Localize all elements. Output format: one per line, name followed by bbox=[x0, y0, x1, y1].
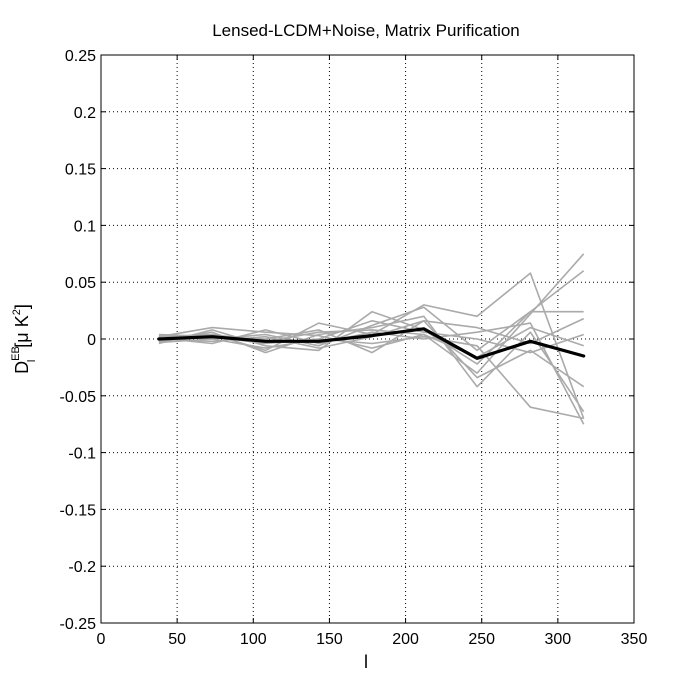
y-label-main: D bbox=[12, 361, 32, 374]
y-tick-label: -0.25 bbox=[60, 616, 97, 633]
y-tick-label: -0.1 bbox=[68, 446, 96, 463]
x-tick-label: 200 bbox=[392, 631, 419, 648]
chart-title: Lensed-LCDM+Noise, Matrix Purification bbox=[212, 21, 520, 40]
y-tick-label: 0.05 bbox=[65, 275, 96, 292]
axis-ticks bbox=[100, 54, 635, 624]
y-tick-label: 0.25 bbox=[65, 48, 96, 65]
x-axis-label: l bbox=[364, 652, 368, 672]
y-label-unit-open: [ bbox=[12, 343, 32, 348]
y-tick-label: -0.15 bbox=[60, 502, 97, 519]
x-tick-label: 0 bbox=[97, 631, 106, 648]
mean-line bbox=[157, 327, 586, 360]
y-tick-label: -0.2 bbox=[68, 559, 96, 576]
y-tick-label: 0.2 bbox=[74, 105, 96, 122]
x-tick-label: 50 bbox=[168, 631, 186, 648]
y-tick-label: -0.05 bbox=[60, 389, 97, 406]
y-tick-label: 0.1 bbox=[74, 218, 96, 235]
x-tick-label: 150 bbox=[316, 631, 343, 648]
x-tick-label: 100 bbox=[240, 631, 267, 648]
y-tick-labels: -0.25 -0.2 -0.15 -0.1 -0.05 0 0.05 0.1 0.15 0.2 0.… bbox=[60, 48, 97, 633]
y-label-unit-exponent: 2 bbox=[11, 309, 23, 315]
y-label-unit-close: ] bbox=[12, 304, 32, 309]
y-axis-label: DEB l [μ K2] bbox=[10, 304, 38, 374]
x-tick-labels: 0 50 100 150 200 250 300 350 bbox=[97, 631, 648, 648]
x-tick-label: 300 bbox=[545, 631, 572, 648]
y-tick-label: 0.15 bbox=[65, 162, 96, 179]
y-label-subscript: l bbox=[26, 360, 38, 362]
y-label-unit-k: K bbox=[12, 315, 32, 332]
y-label-unit-mu: μ bbox=[12, 332, 32, 342]
y-tick-label: 0 bbox=[87, 332, 96, 349]
x-tick-label: 350 bbox=[621, 631, 648, 648]
realization-line bbox=[158, 253, 585, 374]
realization-line bbox=[158, 270, 585, 365]
mean-line-group bbox=[157, 327, 586, 360]
y-label-superscript: EB bbox=[10, 346, 22, 361]
x-tick-label: 250 bbox=[468, 631, 495, 648]
